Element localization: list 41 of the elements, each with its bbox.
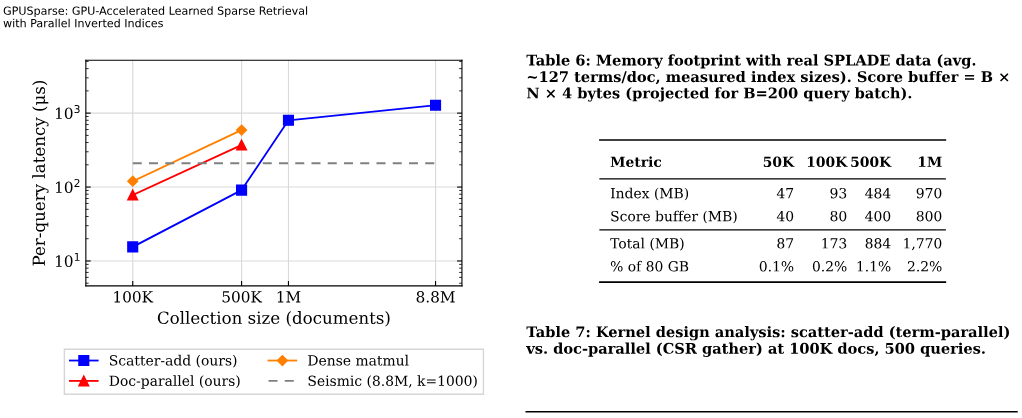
x-tick-label: 100K	[114, 291, 154, 303]
y-axis-title: Per-query latency (μs)	[32, 80, 49, 266]
text: 970	[916, 187, 942, 199]
category-label: % of 80 GB	[610, 260, 689, 272]
text: Table 7: Kernel design analysis: scatter-add (term-parallel) vs. doc-parallel (CSR gather) at 100K docs, 500 queries.	[526, 326, 1009, 357]
text: 884	[865, 238, 891, 249]
text: 400	[865, 210, 891, 222]
legend-label: Scatter-add (ours)	[109, 354, 237, 368]
text: 1,770	[904, 238, 942, 251]
text: Metric	[610, 156, 662, 168]
category-label: 50K	[763, 156, 795, 168]
text: 40	[776, 210, 794, 222]
text: 484	[865, 187, 891, 199]
y-tick-label: 10$^{2}$	[55, 178, 80, 193]
category-label: Total (MB)	[610, 237, 684, 251]
category-label: Score buffer (MB)	[611, 210, 737, 224]
x-tick-label: 500K	[222, 291, 263, 303]
legend-label: Doc-parallel (ours)	[109, 375, 240, 389]
text: 1.1%	[857, 261, 891, 272]
legend-label: Dense matmul	[308, 354, 409, 366]
text: Table 6: Memory footprint with real SPLADE data (avg. ~127 terms/doc, measured index sizes). Score buffer = B × N × 4 bytes (projected for B=200 query batch).	[526, 54, 1009, 102]
category-label: 500K	[851, 156, 892, 168]
x-tick-label: 1M	[277, 291, 301, 303]
legend-label: Seismic (8.8M, k=1000)	[308, 375, 477, 388]
category-label: 1M	[918, 156, 942, 167]
text: 2.2%	[907, 261, 942, 272]
text: 80	[830, 210, 847, 222]
y-tick-label: 10$^{3}$	[55, 105, 80, 120]
text: 93	[830, 187, 847, 199]
text: 0.2%	[812, 261, 847, 272]
y-tick-label: 10$^{1}$	[55, 253, 80, 267]
text: 800	[916, 210, 942, 222]
x-axis-title: Collection size (documents)	[157, 311, 390, 327]
category-label: 100K	[807, 156, 848, 168]
category-label: Index (MB)	[610, 187, 689, 201]
text: 87	[777, 238, 794, 249]
text: GPUSparse: GPU-Accelerated Learned Sparse Retrieval with Parallel Inverted Indices	[3, 6, 308, 28]
text: 173	[822, 238, 847, 249]
text: 0.1%	[759, 261, 794, 272]
text: 47	[776, 187, 794, 199]
x-tick-label: 8.8M	[416, 291, 455, 303]
